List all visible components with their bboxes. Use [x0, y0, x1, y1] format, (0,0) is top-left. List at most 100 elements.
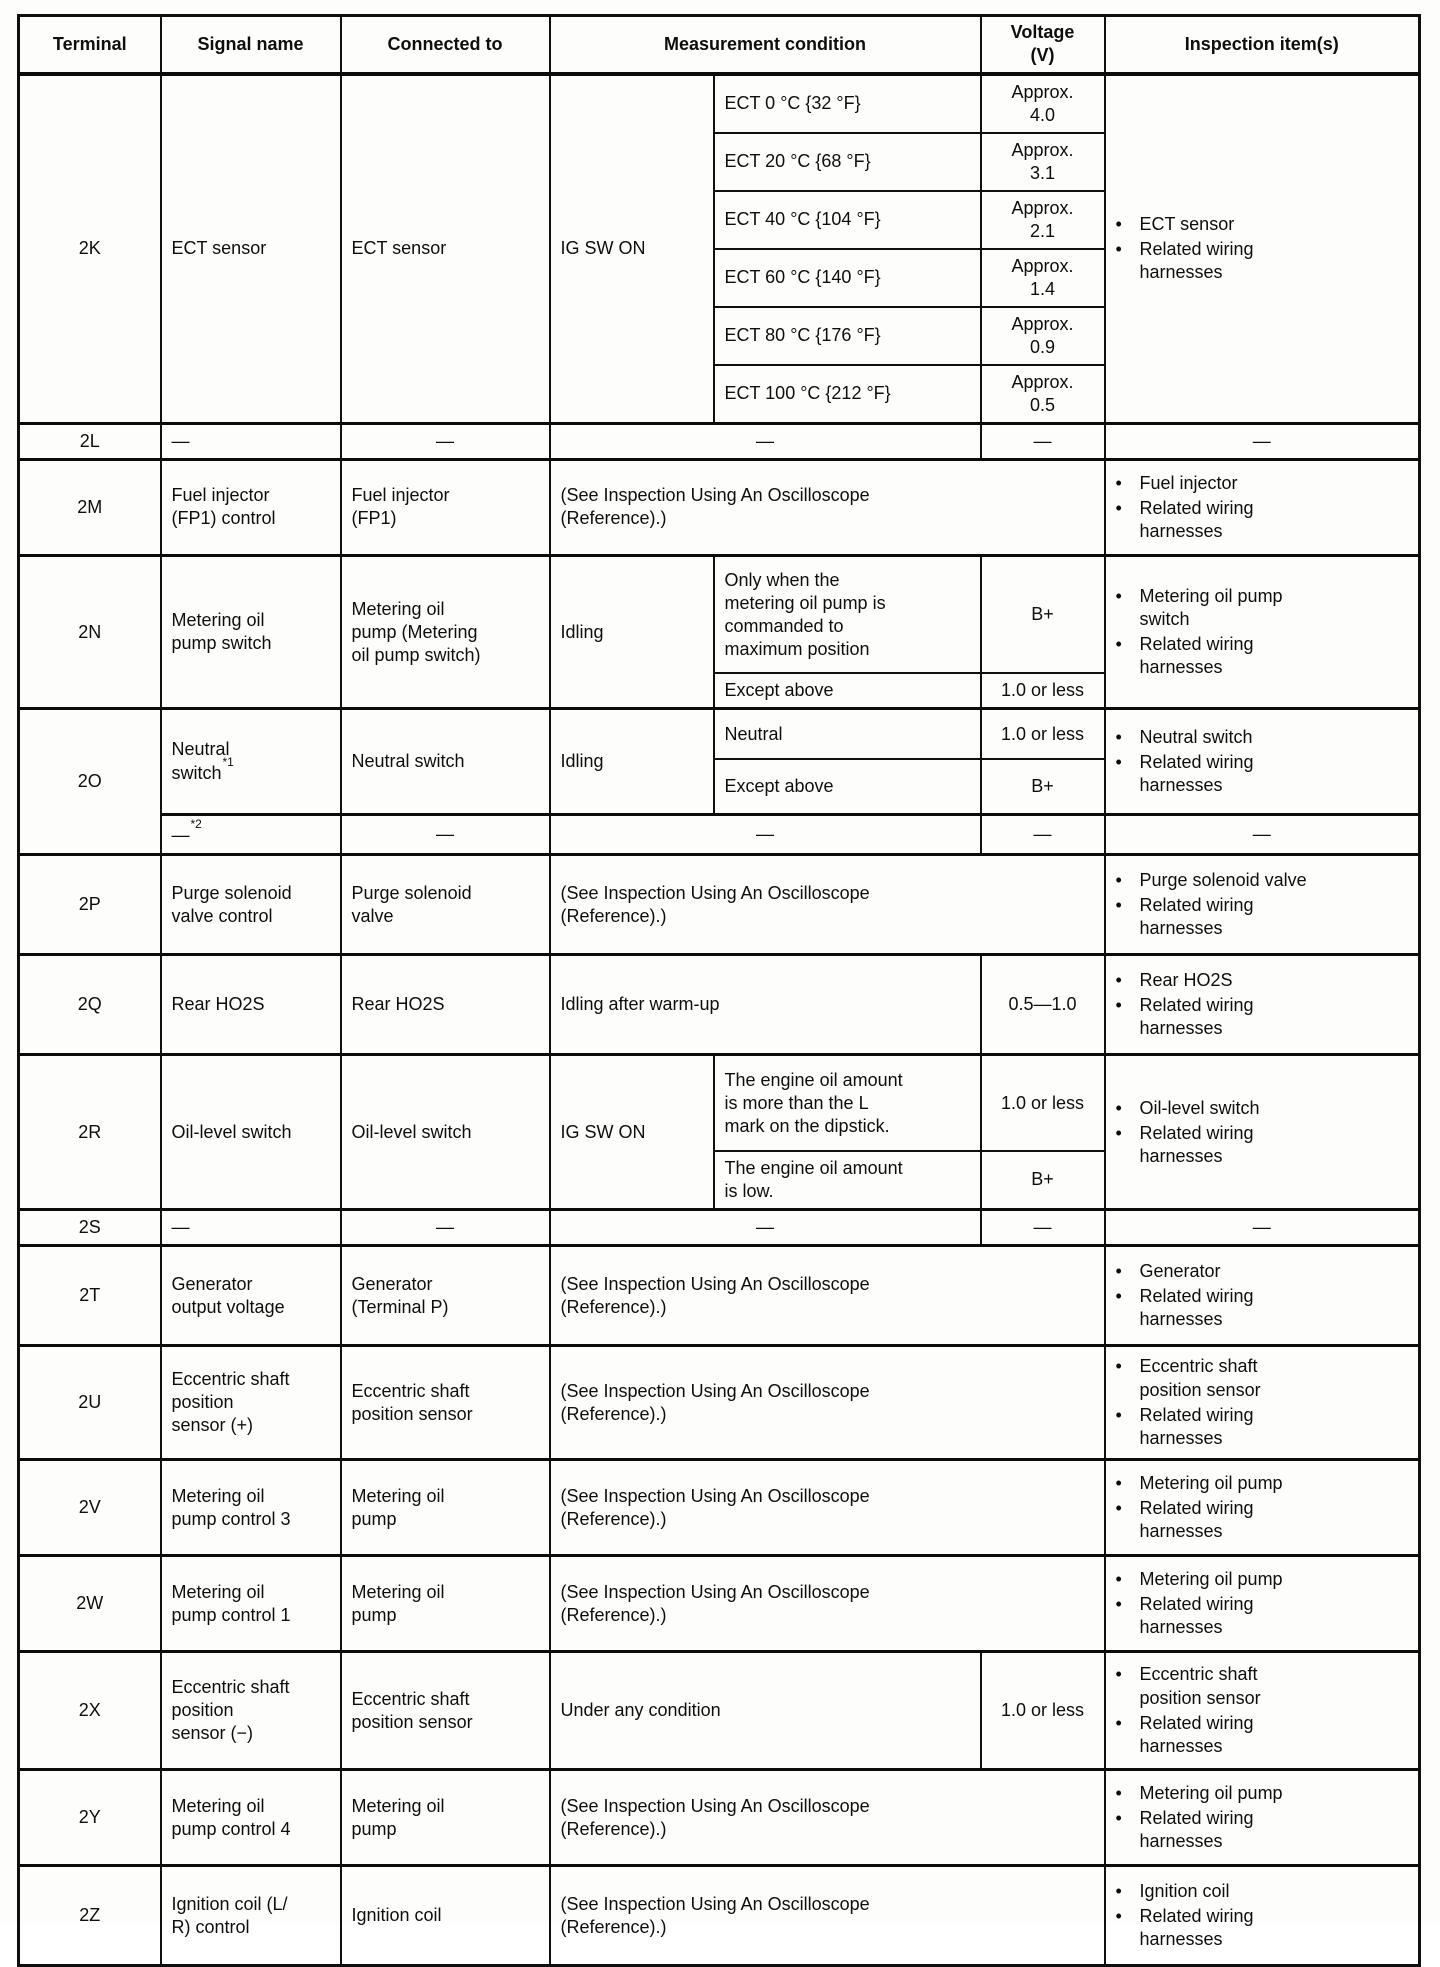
sub-condition-text: Except above [724, 680, 834, 701]
condition-text: Idling [560, 751, 604, 772]
cell-2y-signal: Metering oil pump control 4 [159, 1768, 342, 1867]
bullet-icon: • [1115, 1122, 1122, 1143]
cell-2l-voltage: — [979, 421, 1106, 461]
bullet-icon: • [1115, 472, 1122, 493]
cell-2k-sub5-voltage: Approx. 0.5 [979, 363, 1106, 425]
cell-2r-condition-main: IG SW ON [548, 1053, 715, 1211]
dash-placeholder: — [171, 1217, 190, 1237]
row-2n-sub1: Except above 1.0 or less [19, 672, 1420, 710]
cell-2u-condition: (See Inspection Using An Oscilloscope (R… [548, 1344, 1106, 1461]
inspection-item-text: Related wiring harnesses [1139, 895, 1254, 939]
cell-2x-voltage: 1.0 or less [979, 1650, 1106, 1771]
inspection-item: • Related wiring harnesses [1116, 1593, 1409, 1639]
oscilloscope-note-text: (See Inspection Using An Oscilloscope (R… [560, 1273, 870, 1317]
bullet-icon: • [1115, 1498, 1122, 1519]
bullet-icon: • [1115, 239, 1122, 260]
inspection-item-text: Generator [1139, 1260, 1221, 1281]
cell-2o2-signal: —*2 [159, 813, 342, 856]
row-2o-sub1: Except above B+ [19, 757, 1420, 816]
inspection-item-text: Oil-level switch [1139, 1097, 1260, 1118]
cell-2x-connected: Eccentric shaft position sensor [339, 1650, 551, 1771]
condition-text: Idling [560, 621, 604, 642]
cell-2m-inspection: • Fuel injector • Related wiring harnesses [1103, 457, 1421, 557]
inspection-item-text: Purge solenoid valve [1139, 870, 1307, 891]
dash-placeholder: — [436, 1217, 454, 1237]
row-2p: 2P Purge solenoid valve control Purge so… [17, 853, 1421, 956]
footnote-marker: *2 [190, 816, 202, 831]
bullet-icon: • [1115, 497, 1122, 518]
header-inspection: Inspection item(s) [1103, 14, 1421, 76]
cell-2o-inspection: • Neutral switch • Related wiring harnesse… [1103, 707, 1421, 816]
signal-name-text: Metering oil pump control 1 [171, 1581, 291, 1625]
row-2u: 2U Eccentric shaft position sensor (+) E… [17, 1344, 1421, 1461]
bullet-icon: • [1115, 1880, 1122, 1901]
cell-2k-sub4-voltage: Approx. 0.9 [979, 305, 1106, 366]
inspection-item-text: Related wiring harnesses [1139, 752, 1254, 796]
cell-2u-connected: Eccentric shaft position sensor [339, 1344, 551, 1461]
row-2q: 2Q Rear HO2S Rear HO2S Idling after warm… [17, 953, 1421, 1056]
inspection-item-text: Related wiring harnesses [1139, 239, 1254, 283]
voltage-value: B+ [1031, 1169, 1054, 1190]
inspection-item-text: Ignition coil [1139, 1880, 1230, 1901]
cell-2v-condition: (See Inspection Using An Oscilloscope (R… [548, 1458, 1106, 1557]
header-terminal: Terminal [17, 14, 162, 76]
cell-2p-connected: Purge solenoid valve [339, 853, 551, 956]
inspection-item-text: Eccentric shaft position sensor [1139, 1356, 1261, 1400]
cell-2w-signal: Metering oil pump control 1 [159, 1554, 342, 1653]
dash-placeholder: — [756, 430, 774, 451]
inspection-item-text: Related wiring harnesses [1139, 1286, 1254, 1330]
cell-2r-signal: Oil-level switch [159, 1053, 342, 1211]
connected-to-text: Neutral switch [351, 751, 465, 772]
cell-2n-terminal: 2N [17, 553, 162, 710]
inspection-item: • Metering oil pump [1116, 1472, 1409, 1495]
bullet-icon: • [1115, 1782, 1122, 1803]
inspection-item: • ECT sensor [1116, 213, 1409, 236]
voltage-value: B+ [1031, 776, 1054, 797]
inspection-item-text: Metering oil pump [1139, 1782, 1283, 1803]
row-2k: 2K ECT sensor ECT sensor IG SW ON ECT 0 … [17, 71, 1421, 425]
inspection-item-text: ECT sensor [1139, 214, 1235, 235]
cell-2q-inspection: • Rear HO2S • Related wiring harnesses [1103, 953, 1421, 1056]
cell-2r-sub1-condition: The engine oil amount is low. [712, 1149, 982, 1211]
header-terminal-label: Terminal [52, 33, 127, 54]
inspection-item: • Related wiring harnesses [1116, 751, 1409, 797]
inspection-item-text: Related wiring harnesses [1139, 1594, 1254, 1638]
cell-2u-signal: Eccentric shaft position sensor (+) [159, 1344, 342, 1461]
header-signal-name: Signal name [159, 14, 342, 76]
voltage-value: 1.0 or less [1000, 1092, 1085, 1113]
terminal-label: 2K [78, 238, 101, 259]
row-2x: 2X Eccentric shaft position sensor (−) E… [17, 1650, 1421, 1771]
cell-2z-connected: Ignition coil [339, 1864, 551, 1967]
cell-2o-sub0-voltage: 1.0 or less [979, 707, 1106, 760]
connected-to-text: Generator (Terminal P) [351, 1273, 449, 1317]
cell-2k-inspection: • ECT sensor • Related wiring harnesses [1103, 72, 1421, 425]
row-2v: 2V Metering oil pump control 3 Metering … [17, 1458, 1421, 1557]
cell-2k-sub0-voltage: Approx. 4.0 [979, 71, 1106, 134]
inspection-item: • Related wiring harnesses [1116, 1712, 1409, 1758]
dash-placeholder: — [436, 430, 454, 451]
cell-2o-sub1-condition: Except above [712, 757, 982, 816]
cell-2v-connected: Metering oil pump [339, 1458, 551, 1557]
cell-2r-sub0-condition: The engine oil amount is more than the L… [712, 1053, 982, 1152]
cell-2v-signal: Metering oil pump control 3 [159, 1458, 342, 1557]
inspection-item-text: Rear HO2S [1139, 970, 1233, 991]
sub-condition-text: The engine oil amount is more than the L… [724, 1069, 903, 1136]
cell-2n-condition-main: Idling [548, 553, 715, 710]
dash-placeholder: — [171, 824, 190, 845]
voltage-value: Approx. 0.9 [1011, 313, 1074, 357]
cell-2x-inspection: • Eccentric shaft position sensor • Relate… [1103, 1650, 1421, 1771]
sub-condition-text: ECT 60 °C {140 °F} [724, 267, 881, 288]
row-2o-sub2: —*2 — — — — [19, 813, 1421, 856]
header-measurement-condition-label: Measurement condition [663, 33, 867, 54]
inspection-item: • Rear HO2S [1116, 969, 1409, 992]
header-signal-name-label: Signal name [197, 33, 304, 54]
dash-placeholder: — [1252, 430, 1271, 451]
cell-2k-sub2-condition: ECT 40 °C {104 °F} [712, 189, 982, 250]
bullet-icon: • [1115, 586, 1122, 607]
cell-2s-connected: — [339, 1207, 551, 1247]
cell-2w-condition: (See Inspection Using An Oscilloscope (R… [548, 1554, 1106, 1653]
terminal-label: 2P [78, 894, 101, 915]
inspection-item: • Metering oil pump switch [1116, 585, 1409, 631]
inspection-item-text: Related wiring harnesses [1139, 497, 1254, 541]
cell-2n-sub0-voltage: B+ [979, 553, 1106, 675]
